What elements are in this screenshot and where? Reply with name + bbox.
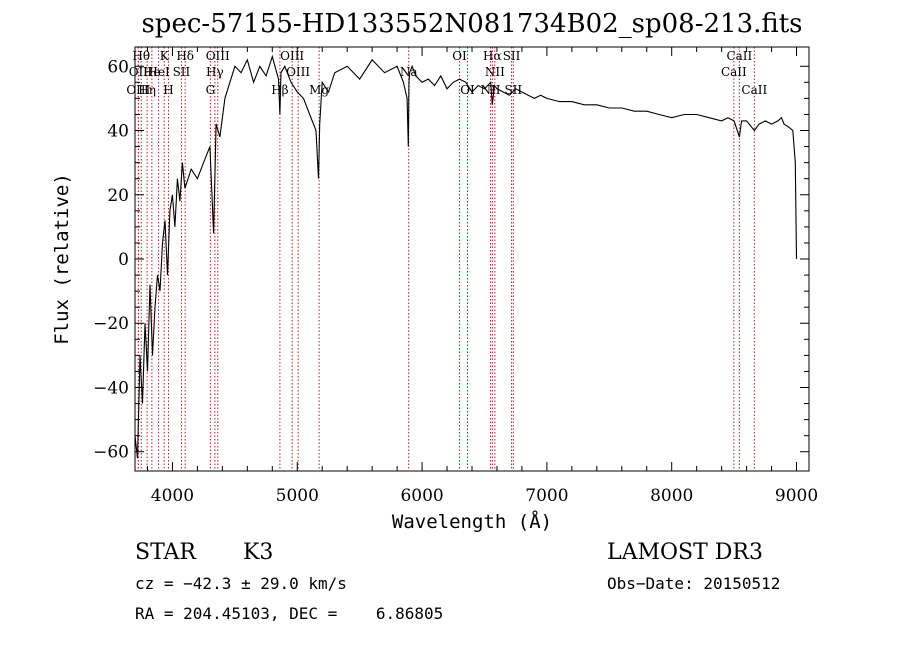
emission-line-markers (137, 47, 755, 471)
line-label-1: OII (129, 65, 149, 79)
survey-name: LAMOST DR3 (607, 540, 763, 565)
line-label-27: CaII (741, 83, 767, 97)
line-label-26: CaII (726, 49, 752, 63)
line-label-15: OIII (286, 65, 310, 79)
line-label-9: Hδ (176, 49, 194, 63)
line-label-23: SII (503, 49, 521, 63)
y-tick-label: −60 (93, 443, 129, 463)
line-label-21: Hα (483, 49, 502, 63)
plot-frame (134, 46, 810, 472)
line-label-2: OIII (126, 83, 150, 97)
x-tick-label: 4000 (151, 486, 194, 506)
ra-dec: RA = 204.45103, DEC = 6.86805 (135, 604, 444, 623)
line-label-6: K (160, 49, 170, 63)
x-axis: 4000 5000 6000 7000 8000 9000 (146, 47, 818, 506)
x-tick-label: 9000 (775, 486, 818, 506)
line-label-24: SII (504, 83, 522, 97)
emission-line-labels: HθOIIOIIIHηHeHeIKHSIIHδGHγOIIIHβOIIIOIII… (126, 49, 767, 97)
line-label-0: Hθ (132, 49, 150, 63)
y-tick-label: 20 (107, 186, 129, 206)
line-label-10: G (206, 83, 216, 97)
y-tick-label: 0 (118, 250, 129, 270)
spectrum-series-line (134, 54, 798, 459)
y-tick-label: −20 (93, 314, 129, 334)
x-axis-label: Wavelength (Å) (392, 510, 552, 533)
x-tick-label: 7000 (525, 486, 568, 506)
line-label-17: Na (400, 65, 418, 79)
chart-title: spec-57155-HD133552N081734B02_sp08-213.f… (141, 9, 802, 39)
line-label-7: H (163, 83, 173, 97)
y-tick-label: −40 (93, 378, 129, 398)
line-label-8: SII (173, 65, 191, 79)
line-label-13: Hβ (271, 83, 288, 97)
line-label-11: Hγ (206, 65, 224, 79)
line-label-22: NII (485, 65, 505, 79)
line-label-14: OIII (280, 49, 304, 63)
redshift-cz: cz = −42.3 ± 29.0 km/s (135, 574, 347, 593)
y-tick-label: 40 (107, 122, 129, 142)
line-label-5: HeI (147, 65, 170, 79)
line-label-4: He (143, 65, 161, 79)
line-label-18: OI (452, 49, 467, 63)
line-label-16: Mg (309, 83, 329, 97)
x-tick-label: 5000 (276, 486, 319, 506)
line-label-3: Hη (138, 83, 156, 97)
object-class: STAR (135, 540, 196, 565)
x-tick-label: 6000 (400, 486, 443, 506)
y-axis-label: Flux (relative) (51, 173, 73, 345)
object-subclass: K3 (243, 540, 274, 565)
line-label-19: OI (460, 83, 475, 97)
line-label-12: OIII (206, 49, 230, 63)
line-label-25: CaII (721, 65, 747, 79)
y-tick-label: 60 (107, 57, 129, 77)
observation-date: Obs−Date: 20150512 (607, 574, 781, 593)
x-tick-label: 8000 (650, 486, 693, 506)
y-axis: −60 −40 −20 0 20 40 60 (93, 57, 809, 463)
